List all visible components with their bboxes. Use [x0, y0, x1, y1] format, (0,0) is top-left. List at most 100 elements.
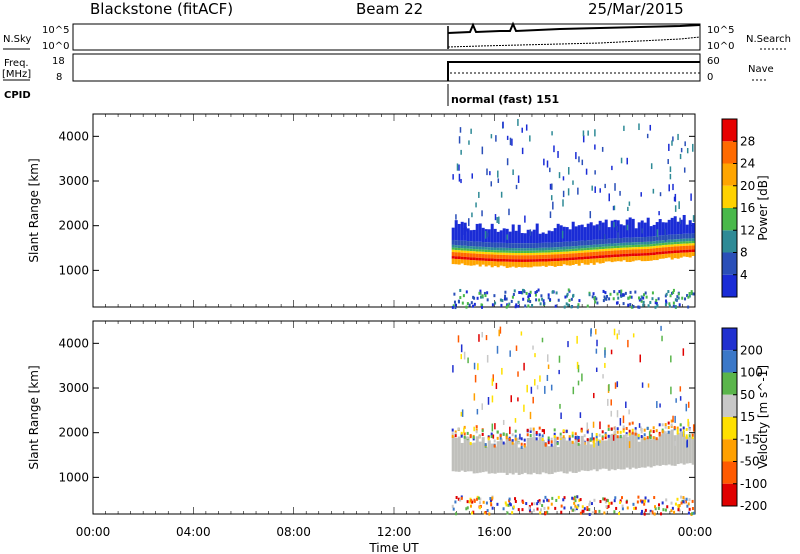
power-cell [478, 249, 482, 252]
power-cell [452, 304, 455, 308]
power-cell [586, 259, 590, 265]
velocity-cell [574, 499, 577, 503]
power-cell [563, 305, 566, 309]
velocity-cell [604, 350, 606, 358]
velocity-cell [607, 427, 610, 431]
velocity-cell [452, 365, 454, 373]
velocity-cell [674, 440, 677, 446]
velocity-cell [535, 431, 538, 435]
power-cell [634, 228, 638, 238]
power-cell [540, 294, 543, 298]
power-cell [457, 300, 460, 304]
power-cell [487, 258, 491, 262]
power-cell [556, 254, 560, 259]
power-cell [674, 205, 677, 212]
power-cell [583, 259, 587, 265]
velocity-cell [521, 508, 524, 512]
velocity-cell [677, 506, 680, 510]
power-cell [679, 243, 683, 247]
power-cell [686, 294, 689, 298]
power-cell [472, 304, 475, 308]
velocity-cell [592, 437, 595, 441]
power-cell [511, 248, 515, 251]
velocity-cell [590, 502, 593, 506]
power-cell [565, 253, 569, 258]
power-cell [655, 243, 659, 246]
velocity-cell [649, 439, 653, 468]
power-cell [478, 241, 482, 247]
power-cell [565, 302, 568, 306]
velocity-cell [678, 509, 681, 513]
velocity-cell [511, 433, 514, 437]
power-cell [665, 301, 668, 305]
power-cell [523, 261, 527, 268]
velocity-cell [619, 418, 622, 426]
velocity-cell [682, 429, 685, 437]
power-cell [608, 297, 611, 301]
velocity-cell [688, 498, 691, 502]
power-cell [577, 187, 579, 195]
power-cell [673, 250, 677, 254]
velocity-cell [610, 349, 613, 355]
power-cell [646, 248, 650, 253]
power-cell [454, 252, 458, 257]
velocity-cell [476, 497, 479, 501]
power-cell [541, 258, 545, 262]
time-tick-label: 00:00 [76, 525, 111, 539]
velocity-cell [544, 495, 547, 499]
power-cell [490, 223, 494, 243]
velocity-cell [595, 439, 599, 472]
velocity-cell [560, 504, 563, 508]
cpid-value: normal (fast) 151 [451, 93, 559, 106]
power-cell [616, 238, 620, 244]
velocity-cell [674, 415, 676, 423]
velocity-cell [634, 432, 638, 469]
velocity-cell [529, 429, 532, 433]
velocity-cell [496, 430, 499, 434]
power-cell [690, 291, 693, 295]
velocity-cell [621, 504, 624, 508]
velocity-cell [664, 425, 667, 429]
velocity-cell [534, 353, 536, 358]
power-cell [577, 245, 581, 249]
power-cell [628, 201, 631, 206]
power-cell [532, 255, 536, 260]
velocity-cell [580, 427, 583, 431]
velocity-cell [460, 411, 463, 417]
power-cell [455, 214, 457, 220]
velocity-cell [570, 506, 573, 510]
power-cell [580, 248, 584, 251]
power-cell [537, 288, 540, 292]
power-cell [690, 290, 693, 294]
power-cell [596, 301, 599, 305]
velocity-cell [546, 498, 549, 502]
velocity-cell [643, 512, 646, 516]
velocity-cell [604, 433, 607, 437]
velocity-cell [610, 410, 613, 417]
velocity-cell [595, 435, 598, 439]
power-cell [580, 259, 584, 264]
power-cell [520, 259, 524, 262]
velocity-cell [644, 499, 647, 503]
power-cell [481, 249, 485, 252]
power-cell [565, 251, 569, 254]
velocity-cell [608, 384, 610, 392]
power-cell [672, 136, 674, 142]
power-cell [571, 246, 575, 249]
power-cell [682, 249, 686, 253]
power-cell [468, 303, 471, 307]
power-cell [538, 261, 542, 267]
velocity-cell [502, 419, 505, 425]
power-cell [690, 193, 692, 201]
velocity-cell [599, 500, 602, 504]
power-cell [672, 291, 675, 295]
power-cell [664, 294, 667, 298]
power-cell [589, 258, 593, 264]
velocity-cell [509, 503, 512, 507]
power-cbar-title: Power [dB] [756, 175, 770, 240]
velocity-cell [520, 437, 523, 441]
velocity-cell [580, 429, 583, 433]
power-cell [661, 222, 665, 236]
power-cell [642, 303, 645, 307]
